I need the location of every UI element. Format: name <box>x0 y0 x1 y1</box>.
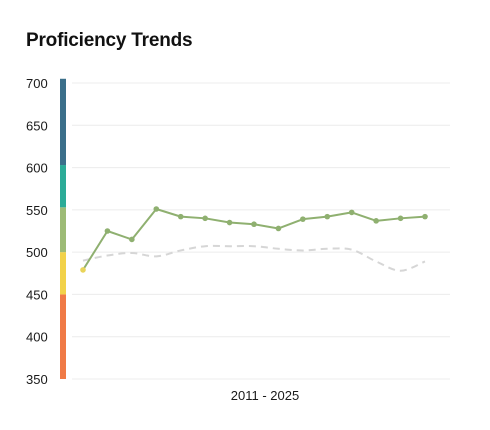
data-point <box>275 225 282 232</box>
data-point <box>177 213 184 220</box>
data-point <box>251 221 257 228</box>
proficiency-band-segment <box>60 207 66 253</box>
y-tick-label: 650 <box>26 118 48 133</box>
proficiency-band-segment <box>60 294 66 379</box>
data-point <box>202 215 208 222</box>
y-tick-label: 450 <box>26 287 48 302</box>
y-tick-label: 400 <box>26 330 48 345</box>
data-point <box>104 228 111 234</box>
y-tick-label: 500 <box>26 245 48 260</box>
dashed-series <box>82 244 426 272</box>
y-tick-label: 350 <box>26 372 48 387</box>
data-point <box>397 215 404 222</box>
y-tick-label: 600 <box>26 161 48 176</box>
data-point <box>300 216 306 222</box>
y-axis-tick-labels: 350 400 450 500 550 600 650 700 <box>26 76 48 387</box>
proficiency-band-segment <box>60 252 66 295</box>
data-point <box>129 236 135 243</box>
data-point <box>80 267 86 273</box>
proficiency-band-segment <box>60 78 66 166</box>
grid-lines <box>72 82 450 380</box>
proficiency-band-segment <box>60 165 66 208</box>
chart-title: Proficiency Trends <box>26 30 193 51</box>
data-point <box>348 209 355 216</box>
data-point <box>226 219 233 226</box>
y-tick-label: 550 <box>26 203 48 218</box>
y-tick-label: 700 <box>26 76 48 91</box>
dashed-series-line <box>82 244 426 272</box>
data-point <box>422 213 428 220</box>
data-point <box>373 218 379 224</box>
proficiency-band-bar <box>60 78 66 379</box>
data-point <box>324 213 331 220</box>
data-point <box>153 206 160 212</box>
x-axis-label: 2011 - 2025 <box>231 388 299 403</box>
solid-series <box>80 206 428 273</box>
